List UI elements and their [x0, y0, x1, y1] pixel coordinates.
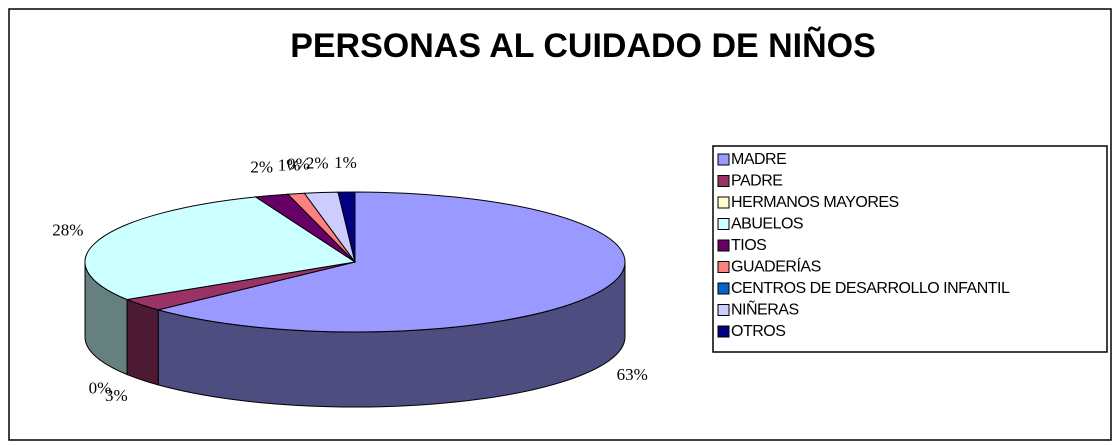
legend-label: HERMANOS MAYORES [731, 194, 899, 211]
legend-label: OTROS [731, 323, 785, 340]
slice [337, 191, 356, 263]
legend-label: GUADERÍAS [731, 257, 821, 276]
legend-label: ABUELOS [731, 216, 803, 233]
legend-label: PADRE [731, 173, 782, 190]
slice [84, 196, 357, 301]
chart-title: PERSONAS AL CUIDADO DE NIÑOS [290, 27, 876, 65]
legend-swatch [717, 261, 730, 273]
legend-swatch [717, 239, 730, 252]
slice [156, 191, 626, 333]
legend-label: TIOS [731, 237, 766, 254]
data-label: 28% [52, 221, 83, 240]
data-label: 2% [306, 154, 329, 173]
data-label: 2% [250, 158, 273, 177]
legend-box [712, 145, 1108, 353]
legend-swatch [717, 325, 730, 338]
data-label: 1% [334, 153, 357, 172]
data-label: 0% [287, 155, 310, 174]
data-label: 1% [278, 155, 301, 174]
slice-side [126, 298, 159, 386]
legend-label: NIÑERAS [731, 299, 799, 319]
legend-swatch [717, 282, 730, 295]
legend-label: CENTROS DE DESARROLLO INFANTIL [731, 280, 1010, 297]
data-label: 63% [617, 365, 648, 384]
legend-swatch [717, 196, 730, 209]
legend-swatch [717, 175, 730, 187]
data-label: 3% [105, 386, 128, 405]
legend-swatch [717, 218, 730, 230]
legend-swatch [717, 153, 730, 166]
legend-label: MADRE [731, 151, 786, 168]
data-label: 0% [89, 378, 112, 397]
legend-swatch [717, 304, 730, 316]
